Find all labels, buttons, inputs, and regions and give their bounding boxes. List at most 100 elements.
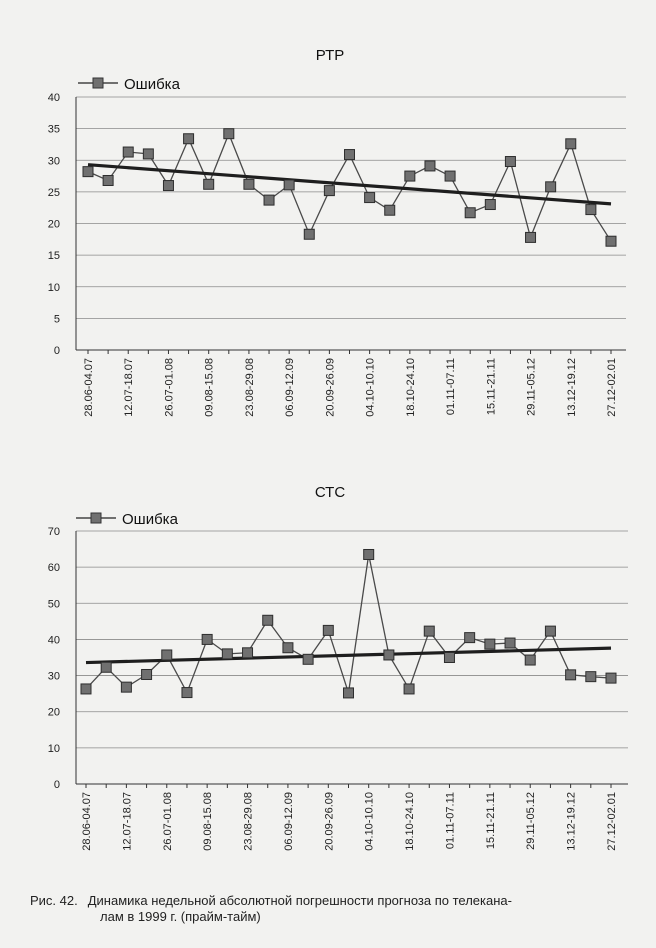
x-tick-label: 09.08-15.08	[204, 358, 216, 417]
data-point	[120, 681, 132, 693]
y-tick-label: 40	[48, 92, 60, 104]
legend-label: Ошибка	[122, 511, 179, 528]
x-tick-label: 13.12-19.12	[566, 358, 578, 417]
y-tick-label: 60	[48, 562, 60, 574]
data-point	[262, 614, 274, 626]
x-tick-label: 29.11-05.12	[526, 358, 538, 416]
data-point	[283, 179, 295, 191]
x-tick-label: 01.11-07.11	[444, 792, 456, 849]
y-tick-label: 40	[48, 634, 60, 646]
series-line	[85, 554, 612, 695]
x-tick-label: 18.10-24.10	[405, 358, 417, 417]
data-point	[363, 548, 375, 560]
chart-rtr: РТР Ошибка 0 5 10 15 20 25 30 35 40 28.06-04.07 12.0…	[48, 47, 626, 417]
data-point	[102, 174, 114, 186]
legend-label: Ошибка	[124, 76, 181, 93]
y-tick-label: 15	[48, 250, 60, 262]
x-tick-label: 09.08-15.08	[202, 792, 214, 851]
y-tick-label: 20	[48, 707, 60, 719]
data-point	[322, 624, 334, 636]
x-tick-label: 12.07-18.07	[123, 358, 135, 417]
data-point	[242, 647, 254, 659]
x-tick-label: 18.10-24.10	[404, 792, 416, 851]
chart-title: РТР	[316, 47, 345, 64]
data-point	[221, 648, 233, 660]
x-tick-label: 26.07-01.08	[162, 792, 174, 851]
data-point	[80, 683, 92, 695]
legend-marker-icon	[90, 512, 102, 524]
y-tick-label: 10	[48, 743, 60, 755]
y-tick-label: 20	[48, 219, 60, 231]
y-tick-label: 10	[48, 282, 60, 294]
data-point	[344, 149, 355, 161]
chart-sts: СТС Ошибка 0 10 20 30 40 50 60 70 28.06-04.07 12.07…	[48, 484, 628, 851]
caption-label: Рис. 42.	[30, 893, 78, 908]
x-tick-label: 27.12-02.01	[606, 792, 618, 851]
data-point	[565, 138, 577, 150]
x-tick-label: 28.06-04.07	[81, 792, 93, 851]
y-tick-label: 0	[54, 779, 60, 791]
x-tick-label: 23.08-29.08	[244, 358, 256, 417]
y-tick-label: 25	[48, 187, 60, 199]
y-tick-label: 5	[54, 313, 60, 325]
data-point	[424, 160, 436, 172]
data-point	[82, 166, 94, 178]
y-tick-label: 0	[54, 345, 60, 357]
data-point	[141, 668, 153, 680]
trend-line	[85, 646, 612, 665]
data-point	[504, 637, 516, 649]
data-point	[565, 669, 577, 681]
data-point	[484, 199, 496, 211]
data-point	[122, 146, 134, 158]
data-point	[383, 649, 395, 661]
x-tick-label: 15.11-21.11	[485, 792, 497, 849]
caption-line-1: Рис. 42. Динамика недельной абсолютной по…	[30, 893, 630, 909]
data-point	[504, 156, 516, 168]
y-tick-label: 30	[48, 671, 60, 683]
trend-line	[87, 163, 612, 206]
data-point	[364, 192, 376, 204]
data-point	[525, 231, 537, 243]
y-tick-label: 50	[48, 598, 60, 610]
x-tick-label: 12.07-18.07	[121, 792, 133, 851]
x-tick-label: 20.09-26.09	[323, 792, 335, 851]
chart-title: СТС	[315, 484, 345, 501]
x-tick-label: 06.09-12.09	[283, 792, 295, 851]
data-point	[203, 178, 215, 190]
x-tick-label: 04.10-10.10	[364, 792, 376, 851]
data-point	[384, 204, 396, 216]
y-tick-label: 35	[48, 124, 60, 136]
data-point	[282, 642, 294, 654]
data-point	[544, 625, 556, 637]
data-point	[181, 687, 193, 699]
figure-caption: Рис. 42. Динамика недельной абсолютной по…	[30, 893, 630, 925]
data-point	[183, 133, 195, 145]
data-point	[443, 652, 455, 663]
data-point	[464, 207, 476, 219]
x-tick-label: 06.09-12.09	[284, 358, 296, 417]
data-point	[524, 654, 536, 666]
data-point	[243, 178, 255, 190]
data-point	[605, 235, 617, 247]
data-point	[484, 638, 496, 650]
caption-text-1: Динамика недельной абсолютной погрешност…	[87, 893, 512, 908]
x-tick-label: 04.10-10.10	[365, 358, 377, 417]
data-point	[585, 204, 597, 216]
data-point	[605, 672, 617, 684]
x-tick-label: 27.12-02.01	[606, 358, 618, 417]
x-tick-label: 23.08-29.08	[243, 792, 255, 851]
x-tick-label: 29.11-05.12	[525, 792, 537, 850]
data-point	[343, 687, 354, 699]
y-tick-label: 70	[48, 526, 60, 538]
data-point	[403, 683, 415, 695]
x-tick-label: 01.11-07.11	[445, 358, 457, 415]
data-point	[303, 228, 315, 240]
x-tick-label: 28.06-04.07	[83, 358, 95, 417]
data-point	[263, 194, 275, 206]
data-point	[161, 649, 173, 661]
x-tick-label: 20.09-26.09	[324, 358, 336, 417]
data-point	[323, 185, 335, 197]
y-tick-label: 30	[48, 155, 60, 167]
caption-text-2: лам в 1999 г. (прайм-тайм)	[100, 909, 261, 924]
data-point	[100, 661, 112, 673]
